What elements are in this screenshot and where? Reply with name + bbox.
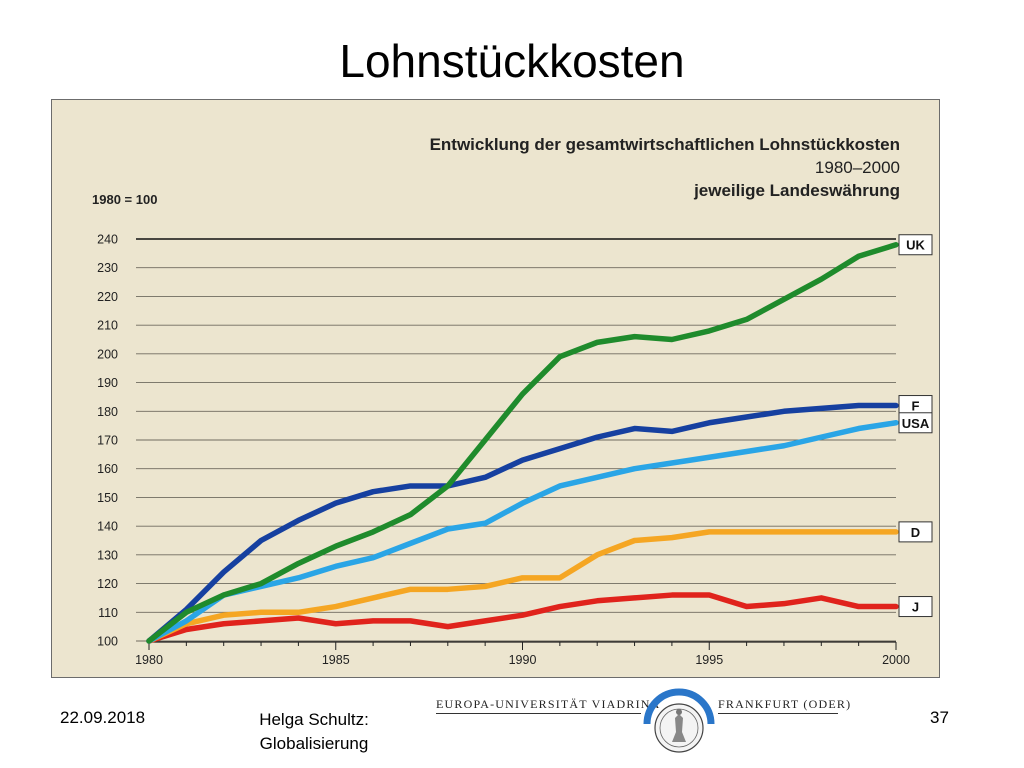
y-tick-label: 100	[97, 635, 118, 649]
y-tick-label: 120	[97, 577, 118, 591]
footer-author-line2: Globalisierung	[259, 734, 369, 753]
x-tick-label: 2000	[882, 653, 910, 667]
y-tick-label: 150	[97, 491, 118, 505]
series-line-uk	[146, 241, 899, 644]
slide-title: Lohnstückkosten	[339, 35, 685, 87]
line-chart: Entwicklung der gesamtwirtschaftlichen L…	[92, 135, 933, 667]
footer-author: Helga Schultz: Globalisierung	[250, 708, 378, 756]
y-tick-label: 210	[97, 319, 118, 333]
x-tick-label: 1985	[322, 653, 350, 667]
series-label-text: USA	[902, 416, 930, 431]
x-tick-label: 1995	[695, 653, 723, 667]
page-number: 37	[930, 708, 949, 727]
y-tick-label: 190	[97, 376, 118, 390]
university-name-left: EUROPA-UNIVERSITÄT VIADRINA	[436, 697, 661, 711]
y-tick-label: 220	[97, 290, 118, 304]
series-label-text: D	[911, 525, 920, 540]
y-tick-labels: 100 110 120 130 140 150 160 170 180 190 200 210 220 2…	[97, 233, 118, 649]
university-rule-right	[718, 713, 838, 714]
x-tick-label: 1980	[135, 653, 163, 667]
chart-title: Entwicklung der gesamtwirtschaftlichen L…	[430, 135, 900, 154]
y-tick-label: 230	[97, 261, 118, 275]
chart-subtitle2: jeweilige Landeswährung	[693, 181, 900, 200]
series-labels: UK F USA D J	[898, 234, 933, 618]
chart-subtitle: 1980–2000	[815, 158, 900, 177]
chart-panel: Entwicklung der gesamtwirtschaftlichen L…	[51, 99, 940, 678]
series-label-text: UK	[906, 238, 925, 253]
university-seal-logo	[643, 688, 715, 753]
university-name-right: FRANKFURT (ODER)	[718, 697, 852, 711]
series-lines	[146, 241, 899, 644]
y-tick-label: 140	[97, 520, 118, 534]
series-label-text: J	[912, 600, 919, 615]
series-line-f	[146, 402, 899, 644]
series-line-usa	[146, 420, 899, 644]
gridlines	[136, 238, 896, 643]
university-rule-left	[436, 713, 641, 714]
series-label-text: F	[912, 399, 920, 414]
y-tick-label: 110	[98, 606, 118, 620]
series-label-j: J	[898, 596, 933, 618]
series-line-j	[146, 592, 899, 644]
footer-author-line1: Helga Schultz:	[259, 710, 369, 729]
x-tick-label: 1990	[509, 653, 537, 667]
y-tick-label: 130	[97, 548, 118, 562]
y-tick-label: 160	[97, 462, 118, 476]
footer-date: 22.09.2018	[60, 708, 146, 727]
y-tick-label: 200	[97, 347, 118, 361]
series-label-uk: UK	[898, 234, 933, 256]
y-tick-label: 180	[97, 405, 118, 419]
y-tick-label: 240	[97, 233, 118, 247]
x-tick-labels: 1980 1985 1990 1995 2000	[135, 642, 910, 667]
series-label-usa: USA	[898, 412, 933, 434]
series-label-d: D	[898, 521, 933, 543]
y-axis-label: 1980 = 100	[92, 192, 157, 207]
y-tick-label: 170	[97, 434, 118, 448]
series-line-d	[146, 529, 899, 644]
